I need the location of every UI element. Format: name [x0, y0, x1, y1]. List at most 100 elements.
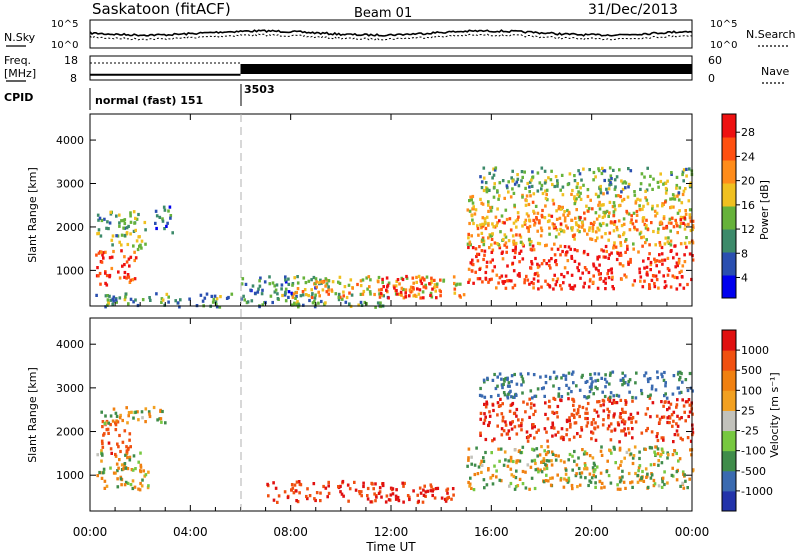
data-cell	[487, 423, 490, 427]
freq-label: Freq.	[4, 54, 31, 67]
data-cell	[611, 205, 615, 209]
data-cell	[253, 291, 257, 295]
data-cell	[501, 257, 505, 261]
data-cell	[675, 261, 679, 265]
data-cell	[617, 204, 621, 208]
data-cell	[458, 294, 461, 298]
data-cell	[527, 229, 530, 233]
data-cell	[540, 215, 544, 219]
data-cell	[678, 370, 682, 374]
data-cell	[304, 281, 308, 285]
freq-tick-bottom: 8	[70, 72, 77, 85]
data-cell	[132, 229, 136, 233]
data-cell	[648, 445, 652, 450]
data-cell	[613, 401, 617, 405]
data-cell	[473, 463, 477, 467]
data-cell	[510, 176, 513, 180]
data-cell	[654, 388, 658, 392]
data-cell	[577, 190, 580, 194]
data-cell	[123, 263, 126, 267]
data-cell	[493, 437, 496, 441]
data-cell	[645, 198, 649, 202]
data-cell	[544, 204, 547, 208]
data-cell	[496, 424, 499, 428]
data-cell	[482, 166, 486, 170]
data-cell	[436, 486, 440, 490]
data-cell	[553, 273, 556, 277]
data-cell	[594, 485, 597, 489]
data-cell	[562, 230, 566, 234]
data-cell	[525, 430, 529, 434]
data-cell	[604, 373, 607, 377]
data-cell	[567, 386, 571, 390]
data-cell	[124, 480, 128, 484]
data-cell	[115, 462, 119, 466]
data-cell	[599, 404, 603, 408]
data-cell	[627, 431, 631, 435]
data-cell	[619, 398, 623, 402]
data-cell	[473, 212, 477, 216]
data-cell	[645, 272, 649, 276]
data-cell	[561, 249, 564, 254]
data-cell	[167, 300, 170, 304]
data-cell	[649, 260, 653, 265]
data-cell	[675, 287, 679, 291]
data-cell	[634, 201, 638, 205]
data-cell	[619, 243, 623, 248]
data-cell	[560, 287, 563, 291]
data-cell	[556, 415, 559, 419]
data-cell	[580, 428, 584, 432]
data-cell	[559, 478, 563, 482]
data-cell	[551, 476, 554, 480]
data-cell	[397, 499, 401, 503]
data-cell	[536, 265, 540, 269]
data-cell	[322, 280, 325, 284]
data-cell	[554, 260, 557, 264]
data-cell	[428, 282, 431, 286]
data-cell	[677, 386, 680, 390]
data-cell	[549, 266, 552, 270]
data-cell	[539, 234, 543, 238]
data-cell	[544, 381, 548, 385]
data-cell	[573, 195, 576, 199]
data-cell	[661, 480, 664, 484]
nsky-trace	[89, 29, 693, 37]
data-cell	[528, 237, 531, 241]
data-cell	[559, 244, 562, 248]
data-cell	[668, 416, 672, 420]
data-cell	[485, 400, 488, 404]
data-cell	[569, 422, 572, 426]
data-cell	[562, 437, 565, 442]
data-cell	[339, 490, 342, 494]
data-cell	[591, 229, 595, 233]
data-cell	[551, 182, 554, 187]
data-cell	[551, 434, 554, 438]
data-cell	[676, 372, 680, 376]
data-cell	[540, 470, 544, 474]
data-cell	[513, 487, 517, 491]
data-cell	[124, 466, 128, 470]
freq-traces	[90, 62, 692, 76]
data-cell	[513, 425, 517, 429]
data-cell	[108, 294, 111, 298]
data-cell	[642, 204, 645, 208]
data-cell	[499, 447, 503, 451]
data-cell	[312, 275, 316, 280]
data-cell	[496, 375, 499, 379]
data-cell	[294, 296, 297, 300]
data-cell	[544, 374, 548, 378]
data-cell	[536, 241, 540, 245]
data-cell	[563, 460, 566, 464]
data-cell	[536, 189, 540, 193]
data-cell	[95, 293, 98, 297]
data-cell	[628, 390, 631, 394]
data-cell	[613, 222, 616, 226]
data-cell	[644, 241, 647, 245]
data-cell	[560, 376, 563, 380]
data-cell	[272, 498, 276, 502]
data-cell	[645, 429, 648, 433]
data-cell	[558, 216, 562, 220]
data-cell	[598, 214, 601, 218]
data-cell	[657, 227, 660, 231]
data-cell	[604, 385, 607, 389]
